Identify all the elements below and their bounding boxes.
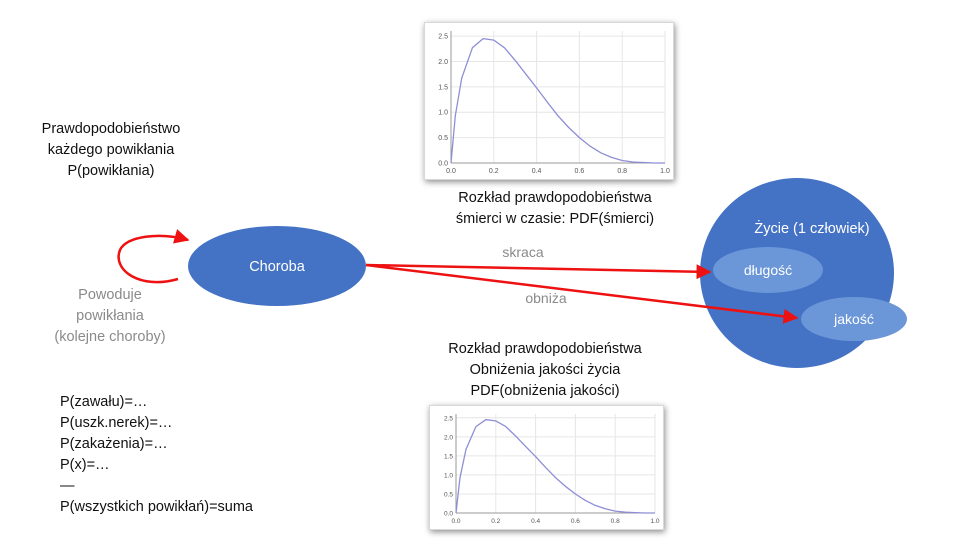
formula-list: P(zawału)=… P(uszk.nerek)=… P(zakażenia)… (60, 392, 300, 518)
formula-line: — (60, 478, 75, 494)
text-line: P(powikłania) (67, 163, 155, 179)
formula-line: P(zawału)=… (60, 394, 148, 410)
pdf-curve (450, 37, 665, 164)
y-tick-label: 0.0 (438, 161, 448, 168)
quality-node-label: jakość (833, 311, 874, 327)
x-tick-label: 0.6 (575, 168, 585, 175)
disease-node-label: Choroba (249, 259, 306, 275)
text-line: Prawdopodobieństwo (41, 121, 181, 137)
x-tick-label: 0.0 (446, 168, 456, 175)
y-tick-label: 1.0 (438, 110, 448, 117)
text-line: Powoduje (78, 287, 142, 303)
y-tick-label: 1.0 (444, 472, 453, 479)
caption-line: Obniżenia jakości życia (469, 362, 621, 378)
shortens-label: skraca (502, 244, 543, 260)
y-tick-label: 2.0 (438, 59, 448, 66)
y-tick-label: 2.5 (438, 34, 448, 41)
y-tick-label: 1.5 (438, 84, 448, 91)
complication-probability-text: Prawdopodobieństwo każdego powikłania P(… (26, 119, 196, 182)
x-tick-label: 0.4 (531, 518, 540, 525)
formula-line: P(wszystkich powikłań)=suma (60, 499, 253, 515)
life-node-title: Życie (1 człowiek) (754, 219, 869, 237)
caption-line: Rozkład prawdopodobieństwa (458, 190, 652, 206)
formula-line: P(x)=… (60, 457, 110, 473)
text-line: (kolejne choroby) (54, 329, 166, 345)
x-tick-label: 1.0 (660, 168, 670, 175)
x-tick-label: 0.2 (491, 518, 500, 525)
y-tick-label: 0.5 (438, 135, 448, 142)
quality-pdf-chart: 0.0 0.2 0.4 0.6 0.8 1.0 0.0 0.5 1.0 1.5 2.0 2.5 (429, 405, 664, 530)
y-tick-label: 1.5 (444, 453, 453, 460)
death-pdf-chart: 0.0 0.2 0.4 0.6 0.8 1.0 0.0 0.5 1.0 1.5 2.0 2.5 (424, 22, 674, 180)
length-node[interactable] (713, 247, 823, 293)
x-tick-label: 0.8 (617, 168, 627, 175)
quality-pdf-caption: Rozkład prawdopodobieństwa Obniżenia jak… (420, 339, 670, 402)
formula-line: P(uszk.nerek)=… (60, 415, 173, 431)
x-tick-label: 0.6 (571, 518, 580, 525)
quality-pdf-plot: 0.0 0.2 0.4 0.6 0.8 1.0 0.0 0.5 1.0 1.5 2.0 2.5 (444, 414, 660, 525)
y-tick-label: 0.0 (444, 511, 453, 518)
y-tick-label: 0.5 (444, 491, 453, 498)
caption-line: śmierci w czasie: PDF(śmierci) (455, 211, 655, 227)
x-tick-label: 0.0 (451, 518, 460, 525)
y-tick-label: 2.0 (444, 434, 453, 441)
pdf-curve (455, 419, 655, 514)
x-tick-label: 0.8 (611, 518, 620, 525)
formula-line: P(zakażenia)=… (60, 436, 168, 452)
shortens-arrow (365, 263, 712, 280)
x-tick-label: 1.0 (650, 518, 659, 525)
death-pdf-caption: Rozkład prawdopodobieństwa śmierci w cza… (430, 188, 680, 230)
lowers-arrow (365, 263, 799, 324)
self-loop-arrow (117, 229, 190, 284)
quality-node[interactable] (801, 297, 907, 341)
x-tick-label: 0.2 (489, 168, 499, 175)
death-pdf-plot: 0.0 0.2 0.4 0.6 0.8 1.0 0.0 0.5 1.0 1.5 2.0 2.5 (438, 31, 670, 175)
x-tick-label: 0.4 (532, 168, 542, 175)
text-line: każdego powikłania (47, 142, 175, 158)
lowers-label: obniża (525, 290, 566, 306)
caption-line: PDF(obniżenia jakości) (470, 383, 620, 399)
causes-complications-text: Powoduje powikłania (kolejne choroby) (30, 285, 190, 348)
y-tick-label: 2.5 (444, 415, 453, 422)
disease-node[interactable] (188, 226, 366, 306)
length-node-label: długość (744, 262, 792, 278)
caption-line: Rozkład prawdopodobieństwa (448, 341, 642, 357)
text-line: powikłania (76, 308, 144, 324)
